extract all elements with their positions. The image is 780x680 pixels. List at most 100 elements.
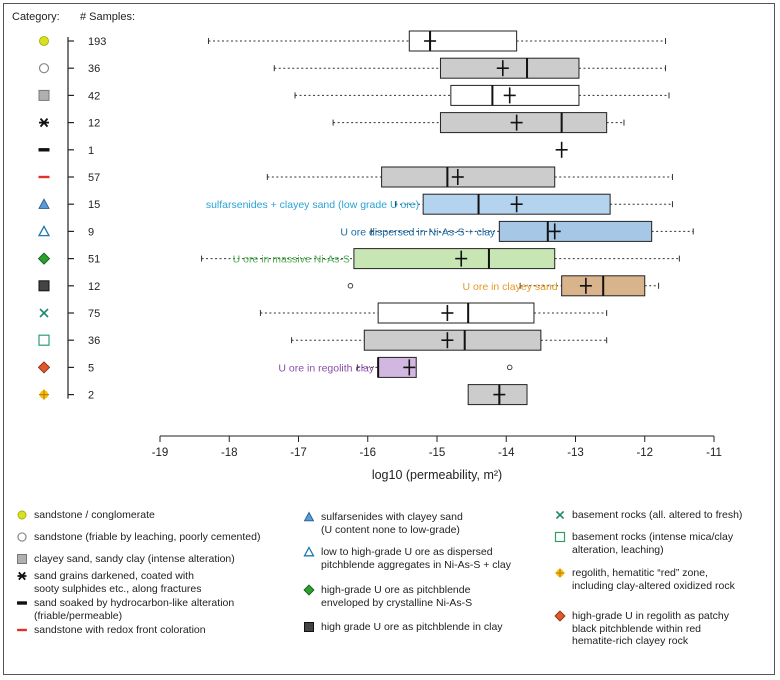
x-tick-label: -18 bbox=[221, 447, 238, 459]
green-diamond-marker-icon bbox=[37, 252, 51, 265]
sample-count: 36 bbox=[88, 63, 100, 75]
legend-marker bbox=[17, 628, 27, 632]
asterisk-marker-icon bbox=[17, 571, 27, 581]
box-row-pitchblende_massive: 51 U ore in massive Ni-As-S bbox=[37, 248, 680, 270]
legend-marker bbox=[554, 610, 566, 622]
legend-text: high grade U ore as pitchblende in clay bbox=[321, 621, 503, 633]
box-row-regolith_hematitic: 2 bbox=[39, 384, 528, 406]
box-row-hydrocarbon: 1 bbox=[38, 141, 568, 158]
sample-count: 2 bbox=[88, 390, 94, 402]
filled-triangle-marker-icon bbox=[303, 511, 315, 522]
sample-count: 12 bbox=[88, 118, 100, 130]
legend-text: sulfarsenides with clayey sand (U conten… bbox=[321, 511, 463, 536]
orange-diamond-marker-icon bbox=[37, 361, 51, 374]
sandstone-marker-icon bbox=[17, 510, 27, 520]
sample-count: 12 bbox=[88, 281, 100, 293]
open-green-square-marker-icon bbox=[38, 334, 50, 346]
box-annotation: U ore in regolith clay bbox=[278, 362, 374, 374]
red-bar-marker-icon bbox=[17, 628, 27, 632]
x-tick-label: -17 bbox=[290, 447, 307, 459]
legend-marker bbox=[17, 532, 27, 542]
legend-text: high-grade U ore as pitchblende envelope… bbox=[321, 584, 473, 609]
sample-count: 15 bbox=[88, 199, 100, 211]
legend-text: sand soaked by hydrocarbon-like alterati… bbox=[34, 597, 235, 622]
green-x-marker-icon bbox=[555, 510, 565, 520]
green-x-marker-icon bbox=[39, 308, 49, 318]
figure-frame bbox=[3, 3, 775, 675]
legend-marker bbox=[17, 554, 27, 564]
box-row-sooty_sulphides: 12 bbox=[39, 112, 625, 134]
box-row-redox_front: 57 bbox=[38, 166, 673, 188]
box bbox=[439, 57, 580, 79]
legend-marker bbox=[17, 601, 27, 605]
legend-text: regolith, hematitic “red” zone, includin… bbox=[572, 567, 735, 592]
legend-marker bbox=[303, 584, 315, 596]
sample-count: 36 bbox=[88, 335, 100, 347]
box-row-basement_mica: 36 bbox=[38, 329, 608, 351]
yellow-star-marker-icon bbox=[555, 568, 565, 578]
legend-text: clayey sand, sandy clay (intense alterat… bbox=[34, 553, 235, 565]
box-row-basement_altered: 75 bbox=[39, 302, 608, 324]
legend-marker bbox=[303, 511, 315, 522]
red-bar-marker-icon bbox=[38, 175, 50, 179]
x-tick-label: -13 bbox=[567, 447, 584, 459]
open-triangle-marker-icon bbox=[37, 225, 51, 237]
green-diamond-marker-icon bbox=[303, 584, 315, 596]
box-row-pitchblende_dispersed: 9 U ore dispersed in Ni-As-S + clay bbox=[37, 220, 694, 242]
box bbox=[439, 112, 608, 134]
legend-text: sandstone (friable by leaching, poorly c… bbox=[34, 531, 261, 543]
yellow-star-marker-icon bbox=[39, 389, 49, 400]
open-circle-marker-icon bbox=[17, 532, 27, 542]
box-row-sandstone_friable: 36 bbox=[38, 57, 667, 79]
x-tick-label: -16 bbox=[359, 447, 376, 459]
legend-text: sand grains darkened, coated with sooty … bbox=[34, 570, 202, 595]
x-tick-label: -14 bbox=[498, 447, 515, 459]
open-circle-marker-icon bbox=[38, 63, 50, 74]
black-bar-marker-icon bbox=[38, 148, 50, 152]
box-row-pitchblende_clay: 12 U ore in clayey sand bbox=[38, 275, 660, 297]
x-tick-label: -19 bbox=[152, 447, 169, 459]
asterisk-stroke bbox=[39, 118, 49, 128]
dark-square-marker-icon bbox=[304, 622, 314, 632]
filled-triangle-marker-icon bbox=[38, 198, 50, 209]
box bbox=[498, 220, 653, 242]
sample-count: 75 bbox=[88, 308, 100, 320]
legend-marker bbox=[555, 510, 565, 520]
legend-text: sandstone with redox front coloration bbox=[34, 624, 206, 636]
samples-header: # Samples: bbox=[80, 11, 135, 23]
open-green-square-marker-icon bbox=[554, 531, 566, 543]
boxplot-chart: Category: # Samples: -19 -18 -17 -16 -15 -14 -13… bbox=[12, 11, 722, 482]
category-header: Category: bbox=[12, 11, 60, 23]
open-triangle-marker-icon bbox=[303, 546, 315, 557]
box bbox=[353, 248, 556, 270]
legend-marker bbox=[304, 622, 314, 632]
x-stroke bbox=[555, 510, 565, 520]
box bbox=[381, 166, 556, 188]
sample-count: 42 bbox=[88, 90, 100, 102]
box-annotation: sulfarsenides + clayey sand (low grade U… bbox=[206, 199, 419, 211]
legend-text: basement rocks (intense mica/clay altera… bbox=[572, 531, 734, 556]
outlier-point bbox=[347, 283, 354, 289]
box-row-sulfarsenides: 15 sulfarsenides + clayey sand (low grade… bbox=[38, 193, 673, 215]
legend-marker bbox=[303, 546, 315, 557]
sandstone-marker-icon bbox=[39, 36, 49, 46]
legend-marker bbox=[554, 531, 566, 543]
gray-square-marker-icon bbox=[38, 89, 50, 101]
legend-text: high-grade U in regolith as patchy black… bbox=[572, 610, 730, 647]
sample-count: 1 bbox=[88, 145, 94, 157]
sample-count: 9 bbox=[88, 226, 94, 238]
outlier-point bbox=[506, 364, 513, 371]
dark-square-marker-icon bbox=[38, 280, 50, 292]
orange-diamond-marker-icon bbox=[554, 610, 566, 622]
box-annotation: U ore dispersed in Ni-As-S + clay bbox=[340, 226, 496, 238]
box-row-clayey_sand: 42 bbox=[38, 84, 670, 106]
legend-text: sandstone / conglomerate bbox=[34, 509, 155, 521]
x-stroke bbox=[39, 308, 49, 318]
legend-text: low to high-grade U ore as dispersed pit… bbox=[321, 546, 511, 571]
box bbox=[377, 302, 535, 324]
legend-marker bbox=[17, 510, 27, 520]
sample-count: 57 bbox=[88, 172, 100, 184]
box-row-regolith_pitchblende: 5 U ore in regolith clay bbox=[37, 356, 513, 378]
x-axis-label: log10 (permeability, m²) bbox=[372, 468, 502, 482]
